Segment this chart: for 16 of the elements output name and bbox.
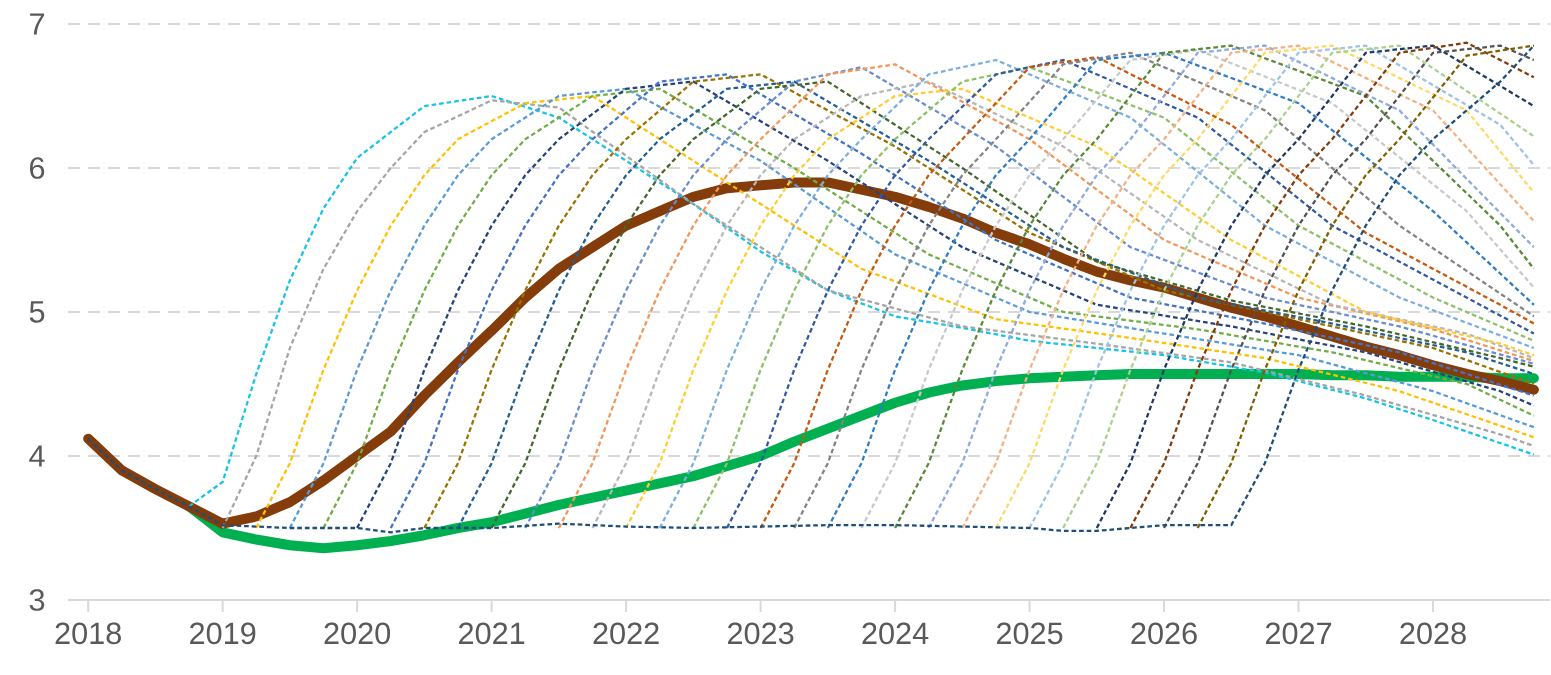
- x-tick-label: 2018: [55, 622, 121, 645]
- y-tick-label: 4: [29, 445, 45, 467]
- x-tick-label: 2020: [324, 622, 391, 645]
- y-tick-label: 7: [30, 13, 45, 35]
- x-tick-label: 2026: [1131, 622, 1197, 645]
- x-tick-label: 2025: [997, 622, 1063, 645]
- x-tick-label: 2023: [728, 622, 794, 645]
- x-tick-label: 2022: [593, 622, 659, 645]
- x-tick-label: 2028: [1400, 622, 1466, 645]
- x-tick-label: 2027: [1265, 622, 1332, 645]
- x-tick-label: 2021: [459, 622, 525, 645]
- x-tick-label: 2019: [190, 622, 256, 645]
- x-tick-label: 2024: [862, 622, 929, 645]
- y-tick-label: 5: [29, 301, 45, 323]
- y-tick-label: 3: [29, 589, 45, 611]
- y-tick-label: 6: [30, 157, 45, 179]
